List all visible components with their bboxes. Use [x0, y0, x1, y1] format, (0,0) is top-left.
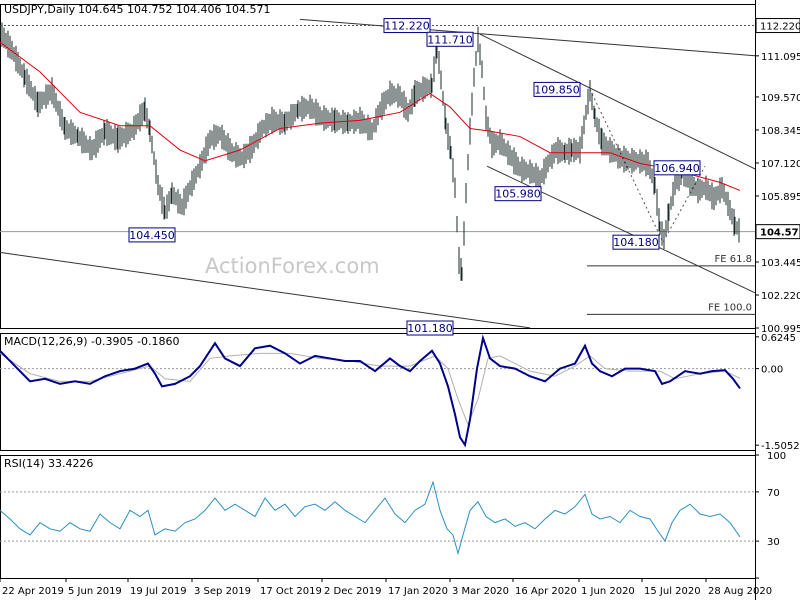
annotation-label: 101.180	[407, 322, 453, 335]
last-price-label: 104.571	[760, 228, 800, 239]
annotation-label: 111.710	[427, 33, 473, 46]
annotation-box	[383, 18, 431, 34]
annotation-box	[494, 186, 542, 202]
rsi-panel: RSI(14) 33.4226 100 70 30	[0, 451, 786, 579]
x-tick-label: 22 Apr 2019	[2, 586, 64, 597]
annotation-label: 106.940	[654, 162, 700, 175]
rsi-tick-label: 70	[767, 488, 780, 499]
price-tick-label: 108.345	[761, 126, 800, 137]
watermark: ActionForex.com	[205, 254, 380, 278]
x-tick-label: 2 Dec 2019	[324, 586, 382, 597]
macd-label: MACD(12,26,9) -0.3905 -0.1860	[4, 335, 179, 348]
price-tick-label: 100.995	[761, 324, 800, 335]
fe-label: FE 100.0	[708, 302, 752, 313]
price-annotation: 104.180	[612, 234, 660, 250]
trend-line-1	[479, 33, 756, 170]
price-panel: USDJPY,Daily 104.645 104.752 104.406 104…	[0, 3, 800, 336]
annotation-box	[533, 81, 581, 97]
macd-line	[0, 334, 741, 448]
macd-panel: MACD(12,26,9) -0.3905 -0.1860 0.6245 0.00…	[0, 333, 800, 452]
macd-tick-label: 0.00	[761, 365, 783, 376]
x-tick-label: 28 Aug 2020	[708, 586, 772, 597]
annotation-box	[653, 160, 701, 176]
x-tick-label: 15 Jul 2020	[644, 586, 701, 597]
ohlc-label: 104.645 104.752 104.406 104.571	[78, 3, 270, 16]
price-tick-label: 107.120	[761, 159, 800, 170]
rsi-label: RSI(14) 33.4226	[4, 457, 93, 470]
price-annotation: 101.180	[406, 320, 454, 336]
annotation-label: 109.850	[534, 83, 580, 96]
last-price-box	[755, 224, 800, 240]
macd-tick-label: -1.5052	[761, 441, 800, 452]
annotation-box	[128, 227, 176, 243]
x-tick-label: 5 Jun 2019	[68, 586, 122, 597]
chart-frame	[0, 0, 756, 600]
fe-label: FE 61.8	[714, 254, 752, 265]
price-annotation: 105.980	[494, 186, 542, 202]
x-tick-label: 3 Sep 2019	[194, 586, 251, 597]
symbol-label: USDJPY,Daily	[4, 3, 76, 16]
right-price-label: 112.220	[760, 22, 800, 33]
rsi-tick-label: 30	[767, 537, 780, 548]
price-tick-label: 105.895	[761, 192, 800, 203]
annotation-label: 104.450	[129, 229, 175, 242]
macd-tick-label: 0.6245	[761, 333, 796, 344]
price-tick-label: 109.570	[761, 93, 800, 104]
right-label-box	[755, 18, 800, 34]
annotation-box	[426, 31, 474, 47]
x-axis: 22 Apr 2019 5 Jun 2019 19 Jul 2019 3 Sep 20…	[0, 578, 772, 597]
price-annotation: 112.220	[383, 18, 431, 34]
projection-line	[589, 89, 706, 244]
x-tick-label: 19 Jul 2019	[130, 586, 187, 597]
panel-border-1	[0, 333, 756, 451]
rsi-line	[0, 480, 741, 556]
trend-line-3	[0, 251, 531, 329]
price-annotation: 104.450	[128, 227, 176, 243]
price-tick-label: 103.445	[761, 258, 800, 269]
annotation-label: 112.220	[384, 20, 430, 33]
trend-line-2	[486, 165, 756, 294]
x-tick-label: 17 Jan 2020	[388, 586, 448, 597]
x-tick-label: 17 Oct 2019	[260, 586, 322, 597]
price-tick-label: 102.220	[761, 291, 800, 302]
price-annotation: 109.850	[533, 81, 581, 97]
annotation-label: 105.980	[495, 188, 541, 201]
annotation-box	[406, 320, 454, 336]
annotation-box	[612, 234, 660, 250]
macd-signal-line	[0, 352, 741, 426]
annotation-label: 104.180	[613, 236, 659, 249]
rsi-tick-label: 100	[767, 451, 786, 462]
price-tick-label: 111.095	[761, 52, 800, 63]
price-annotation: 111.710	[426, 31, 474, 47]
trend-line-0	[299, 18, 756, 57]
x-tick-label: 1 Jun 2020	[581, 586, 635, 597]
x-tick-label: 3 Mar 2020	[452, 586, 509, 597]
price-annotation: 106.940	[653, 160, 701, 176]
moving-average-line	[0, 41, 741, 191]
x-tick-label: 16 Apr 2020	[515, 586, 577, 597]
